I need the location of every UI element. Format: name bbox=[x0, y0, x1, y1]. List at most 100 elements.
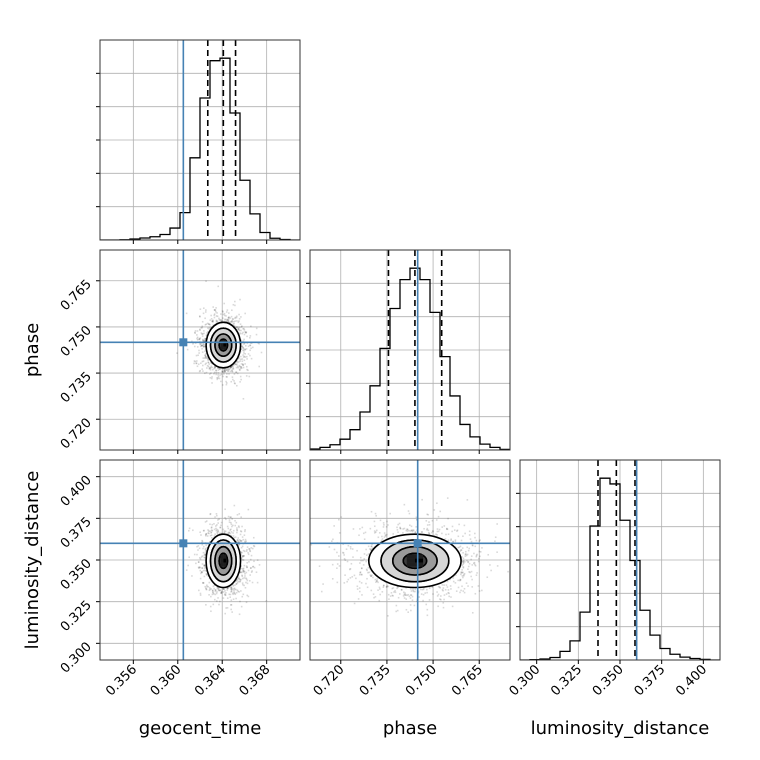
sample-point bbox=[203, 556, 206, 559]
sample-point bbox=[406, 528, 409, 531]
x-axis-label-geocent_time: geocent_time bbox=[139, 718, 262, 739]
sample-point bbox=[468, 562, 471, 565]
sample-point bbox=[176, 352, 178, 354]
sample-point bbox=[216, 514, 218, 517]
sample-point bbox=[239, 580, 242, 583]
sample-point bbox=[240, 326, 243, 328]
sample-point bbox=[471, 586, 474, 588]
sample-point bbox=[361, 526, 364, 529]
sample-point bbox=[201, 325, 204, 328]
sample-point bbox=[209, 512, 212, 515]
sample-point bbox=[227, 317, 230, 319]
sample-point bbox=[207, 529, 209, 531]
sample-point bbox=[238, 543, 240, 546]
histogram-luminosity_distance bbox=[520, 477, 720, 660]
sample-point bbox=[420, 531, 423, 533]
sample-point bbox=[454, 582, 457, 584]
sample-point bbox=[242, 583, 244, 586]
sample-point bbox=[241, 360, 244, 363]
sample-point bbox=[201, 344, 203, 347]
sample-point bbox=[236, 360, 238, 362]
sample-point bbox=[507, 570, 509, 573]
sample-point bbox=[204, 354, 206, 357]
sample-point bbox=[244, 530, 246, 533]
sample-point bbox=[449, 585, 452, 587]
sample-point bbox=[187, 529, 190, 532]
sample-point bbox=[258, 342, 260, 345]
sample-point bbox=[199, 337, 202, 339]
sample-point bbox=[441, 532, 443, 535]
density-geocent_time-vs-phase bbox=[176, 280, 263, 400]
sample-point bbox=[207, 585, 210, 588]
sample-point bbox=[203, 564, 206, 567]
sample-point bbox=[231, 370, 233, 372]
y-tick-label: 0.735 bbox=[58, 369, 95, 406]
sample-point bbox=[220, 313, 222, 315]
sample-point bbox=[415, 526, 418, 528]
sample-point bbox=[226, 318, 229, 321]
sample-point bbox=[220, 592, 222, 594]
sample-point bbox=[443, 598, 445, 601]
sample-point bbox=[239, 323, 242, 325]
sample-point bbox=[208, 367, 211, 369]
sample-point bbox=[409, 597, 412, 599]
sample-point bbox=[205, 367, 208, 369]
sample-point bbox=[422, 599, 424, 602]
sample-point bbox=[221, 384, 224, 386]
sample-point bbox=[487, 553, 490, 556]
sample-point bbox=[245, 348, 248, 350]
sample-point bbox=[227, 527, 230, 530]
sample-point bbox=[223, 530, 226, 532]
sample-point bbox=[243, 348, 245, 350]
sample-point bbox=[250, 357, 253, 360]
sample-point bbox=[358, 534, 360, 537]
sample-point bbox=[185, 569, 188, 571]
sample-point bbox=[222, 591, 225, 593]
sample-point bbox=[227, 587, 229, 590]
sample-point bbox=[446, 528, 449, 531]
sample-point bbox=[215, 307, 217, 309]
sample-point bbox=[199, 558, 202, 560]
sample-point bbox=[244, 586, 247, 589]
sample-point bbox=[432, 530, 434, 533]
sample-point bbox=[205, 334, 208, 337]
sample-point bbox=[412, 529, 414, 531]
sample-point bbox=[208, 363, 211, 365]
sample-point bbox=[349, 577, 352, 579]
sample-point bbox=[234, 593, 237, 596]
sample-point bbox=[215, 321, 218, 323]
sample-point bbox=[191, 575, 193, 577]
sample-point bbox=[338, 532, 341, 534]
sample-point bbox=[405, 598, 408, 600]
sample-point bbox=[408, 529, 410, 532]
sample-point bbox=[442, 602, 445, 604]
sample-point bbox=[450, 539, 452, 542]
sample-point bbox=[213, 367, 215, 370]
sample-point bbox=[204, 340, 206, 343]
sample-point bbox=[227, 515, 230, 518]
sample-point bbox=[444, 538, 447, 540]
sample-point bbox=[471, 544, 474, 547]
sample-point bbox=[199, 343, 201, 345]
sample-point bbox=[248, 548, 250, 550]
sample-point bbox=[249, 336, 251, 339]
sample-point bbox=[205, 309, 207, 311]
sample-point bbox=[205, 574, 208, 576]
sample-point bbox=[205, 532, 208, 535]
sample-point bbox=[239, 571, 241, 573]
sample-point bbox=[412, 590, 415, 593]
sample-point bbox=[242, 593, 245, 596]
sample-point bbox=[209, 368, 212, 371]
sample-point bbox=[230, 589, 233, 591]
sample-point bbox=[428, 532, 431, 535]
sample-point bbox=[450, 538, 452, 540]
sample-point bbox=[245, 571, 248, 574]
sample-point bbox=[374, 512, 377, 515]
sample-point bbox=[196, 339, 199, 341]
sample-point bbox=[240, 546, 243, 549]
sample-point bbox=[365, 548, 367, 551]
sample-point bbox=[229, 532, 232, 535]
sample-point bbox=[232, 529, 235, 532]
sample-point bbox=[222, 587, 225, 590]
sample-point bbox=[478, 590, 481, 592]
